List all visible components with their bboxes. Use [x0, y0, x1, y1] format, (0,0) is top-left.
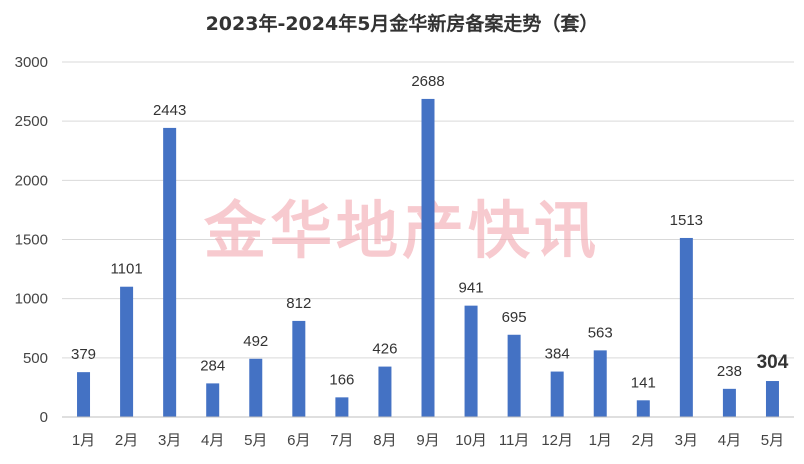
x-tick-label: 3月 — [158, 432, 181, 449]
x-tick-label: 1月 — [72, 432, 95, 449]
y-tick-label: 2000 — [15, 172, 48, 189]
data-label: 304 — [757, 352, 789, 373]
bar — [765, 381, 779, 417]
data-label: 1513 — [670, 212, 703, 229]
bar — [507, 334, 521, 417]
bar — [335, 397, 349, 417]
bar — [206, 383, 220, 417]
data-label: 1101 — [110, 261, 142, 278]
x-tick-label: 3月 — [675, 432, 698, 449]
bar — [163, 127, 177, 417]
y-tick-label: 2500 — [15, 113, 48, 130]
y-tick-label: 3000 — [15, 54, 48, 71]
bar — [249, 358, 263, 417]
data-labels: 379 1101 2443 284 492 812 166 426 2688 941 695 384 5… — [71, 73, 789, 391]
data-label: 941 — [459, 280, 484, 297]
x-tick-label: 7月 — [330, 432, 353, 449]
x-tick-label: 10月 — [455, 432, 487, 449]
bar — [464, 305, 478, 417]
data-label: 284 — [200, 357, 225, 374]
data-label: 492 — [243, 333, 268, 350]
y-axis-ticks: 0 500 1000 1500 2000 2500 3000 — [15, 54, 48, 426]
y-tick-label: 1500 — [15, 232, 48, 249]
x-tick-label: 2月 — [632, 432, 655, 449]
watermark-text: 金华地产快讯 — [203, 194, 600, 267]
bar — [77, 372, 91, 417]
x-axis-ticks: 1月 2月 3月 4月 5月 6月 7月 8月 9月 10月 11月 12月 1月 2月 3月 4月 5月 — [72, 432, 784, 449]
data-label: 166 — [329, 371, 354, 388]
data-label: 379 — [71, 346, 96, 363]
bar — [722, 388, 736, 417]
data-label: 563 — [588, 324, 613, 341]
x-tick-label: 11月 — [499, 432, 530, 449]
y-tick-label: 500 — [23, 350, 48, 367]
y-tick-label: 1000 — [15, 291, 48, 308]
x-tick-label: 5月 — [761, 432, 784, 449]
x-tick-label: 1月 — [589, 432, 612, 449]
bar — [421, 98, 435, 418]
data-label: 141 — [631, 374, 656, 391]
data-label: 384 — [545, 346, 570, 363]
bar — [593, 350, 607, 417]
bar — [120, 286, 134, 417]
data-label: 2443 — [153, 102, 186, 119]
data-label: 695 — [502, 309, 527, 326]
x-tick-label: 8月 — [373, 432, 396, 449]
x-tick-label: 4月 — [718, 432, 741, 449]
bar — [550, 371, 564, 417]
data-label: 426 — [372, 341, 397, 358]
bar — [679, 237, 693, 417]
bar — [636, 400, 650, 417]
bar — [378, 366, 392, 417]
x-tick-label: 2月 — [115, 432, 138, 449]
chart-title: 2023年-2024年5月金华新房备案走势（套） — [206, 12, 599, 35]
x-tick-label: 6月 — [287, 432, 310, 449]
x-tick-label: 5月 — [244, 432, 267, 449]
x-tick-label: 4月 — [201, 432, 224, 449]
data-label: 812 — [286, 295, 311, 312]
y-tick-label: 0 — [40, 409, 48, 426]
x-tick-label: 12月 — [541, 432, 573, 449]
data-label: 238 — [717, 363, 742, 380]
bar — [292, 320, 306, 417]
data-label: 2688 — [411, 73, 444, 90]
x-tick-label: 9月 — [416, 432, 439, 449]
bars — [77, 98, 779, 418]
